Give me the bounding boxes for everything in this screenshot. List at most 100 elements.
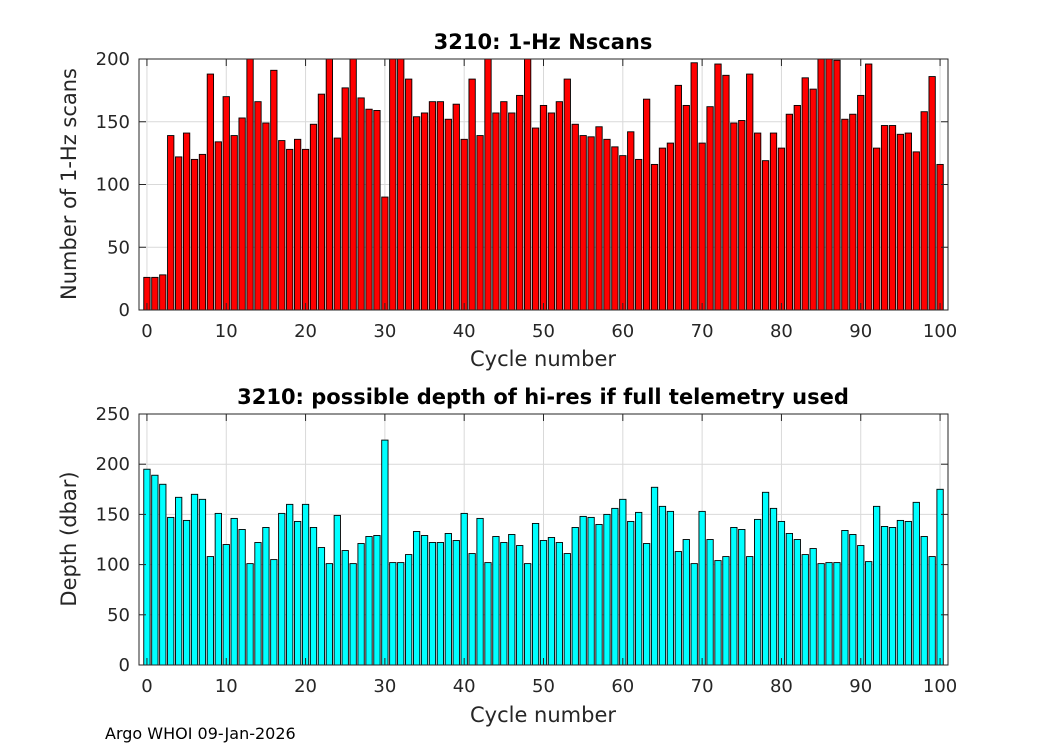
y-tick-label: 150 — [96, 504, 130, 525]
bar — [698, 142, 706, 311]
y-tick-label: 150 — [96, 112, 130, 133]
bar — [539, 104, 548, 311]
bar — [619, 498, 627, 666]
bar — [904, 520, 912, 666]
ticks: 0 10 20 30 40 50 60 70 80 90 100 0 50 100 150 200 250 — [96, 404, 958, 697]
bar — [627, 131, 635, 311]
bar — [444, 533, 452, 666]
x-axis-label: Cycle number — [470, 347, 616, 371]
x-tick-label: 50 — [532, 321, 555, 342]
bar — [452, 103, 460, 311]
bar — [865, 63, 873, 311]
bar — [230, 135, 238, 311]
bar — [880, 125, 889, 311]
bar — [444, 118, 452, 311]
bar — [436, 101, 445, 311]
bar — [333, 514, 341, 666]
chart-title: 3210: 1-Hz Nscans — [434, 30, 653, 54]
bar — [873, 147, 881, 311]
bar — [222, 96, 230, 311]
bar — [190, 158, 199, 311]
bar — [722, 74, 730, 311]
bar — [658, 505, 667, 666]
y-tick-label: 0 — [119, 300, 130, 321]
bar — [571, 123, 579, 311]
bar — [167, 516, 175, 666]
y-tick-label: 200 — [96, 49, 130, 70]
y-axis-label: Number of 1-Hz scans — [57, 68, 81, 300]
bar — [190, 493, 199, 666]
bar — [650, 163, 659, 311]
bar — [206, 556, 215, 666]
x-tick-label: 30 — [373, 321, 396, 342]
bar — [254, 542, 262, 666]
bar — [286, 148, 294, 311]
bar — [270, 559, 278, 666]
bars — [143, 58, 944, 311]
x-tick-label: 60 — [611, 676, 634, 697]
bar — [373, 535, 381, 666]
bar — [151, 276, 159, 311]
bar — [857, 94, 865, 311]
bar — [722, 556, 730, 666]
bar — [627, 520, 635, 666]
bar — [587, 516, 595, 666]
bar — [405, 78, 413, 311]
bar — [222, 544, 230, 666]
x-tick-label: 90 — [849, 321, 872, 342]
bar — [420, 112, 429, 311]
bar — [524, 58, 532, 311]
bar — [904, 132, 912, 311]
x-tick-label: 70 — [691, 676, 714, 697]
bar — [603, 513, 611, 666]
x-tick-label: 80 — [770, 676, 793, 697]
x-tick-label: 10 — [215, 676, 238, 697]
bar — [484, 58, 492, 311]
bar — [769, 507, 778, 666]
y-tick-label: 0 — [119, 655, 130, 676]
x-tick-label: 0 — [141, 321, 152, 342]
bar — [389, 58, 397, 311]
bar — [888, 527, 897, 666]
bar — [738, 120, 746, 311]
bar — [833, 59, 841, 311]
bar — [579, 515, 587, 666]
bar — [262, 122, 270, 311]
bar — [524, 563, 532, 666]
bar — [674, 84, 682, 311]
bar — [278, 512, 286, 666]
bar — [611, 146, 619, 311]
bar — [357, 97, 365, 311]
bar — [650, 486, 659, 666]
bar — [349, 58, 357, 311]
bar — [888, 125, 897, 311]
bar — [896, 133, 905, 311]
bar — [658, 147, 667, 311]
x-tick-label: 70 — [691, 321, 714, 342]
bar — [547, 537, 556, 666]
bar — [690, 563, 698, 666]
bar — [476, 135, 484, 311]
bar — [674, 551, 682, 666]
bar — [278, 140, 286, 311]
bar — [460, 138, 468, 311]
bar — [785, 113, 794, 311]
bar — [642, 98, 651, 311]
bar — [603, 138, 611, 311]
bar — [182, 519, 191, 666]
bar — [294, 138, 302, 311]
bar — [690, 62, 698, 311]
bar — [508, 112, 516, 311]
bar — [397, 562, 405, 666]
bar — [516, 545, 524, 666]
bar — [294, 520, 302, 666]
bar — [301, 503, 310, 666]
bar — [880, 526, 889, 666]
bar — [682, 539, 690, 666]
bar — [730, 527, 738, 666]
bar — [635, 158, 643, 311]
bar — [635, 511, 643, 666]
bar — [936, 488, 944, 666]
bar — [785, 533, 794, 666]
bar — [809, 88, 817, 311]
